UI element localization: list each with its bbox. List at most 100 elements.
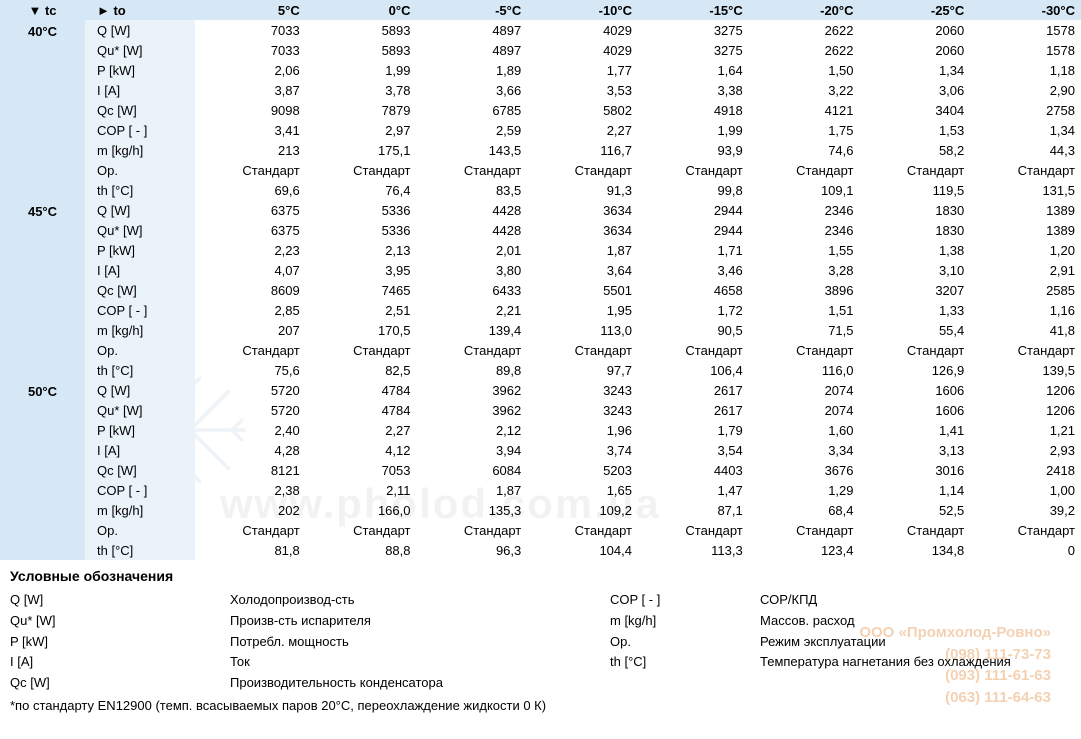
value-cell: 6785 bbox=[417, 100, 528, 120]
value-cell: 3016 bbox=[860, 460, 971, 480]
value-cell: Стандарт bbox=[638, 160, 749, 180]
value-cell: 5720 bbox=[195, 380, 306, 400]
table-row: I [A]3,873,783,663,533,383,223,062,90 bbox=[0, 80, 1081, 100]
legend-desc: Производительность конденсатора bbox=[230, 673, 610, 694]
value-cell: 0 bbox=[970, 540, 1081, 560]
value-cell: Стандарт bbox=[970, 160, 1081, 180]
value-cell: 96,3 bbox=[417, 540, 528, 560]
table-row: th [°C]75,682,589,897,7106,4116,0126,913… bbox=[0, 360, 1081, 380]
value-cell: 123,4 bbox=[749, 540, 860, 560]
value-cell: 5720 bbox=[195, 400, 306, 420]
value-cell: 2,13 bbox=[306, 240, 417, 260]
value-cell: 1206 bbox=[970, 380, 1081, 400]
value-cell: Стандарт bbox=[417, 160, 528, 180]
value-cell: 3896 bbox=[749, 280, 860, 300]
value-cell: 88,8 bbox=[306, 540, 417, 560]
value-cell: 2622 bbox=[749, 20, 860, 40]
value-cell: 1,72 bbox=[638, 300, 749, 320]
value-cell: 1389 bbox=[970, 220, 1081, 240]
value-cell: Стандарт bbox=[195, 160, 306, 180]
value-cell: 1,99 bbox=[306, 60, 417, 80]
header-temp: -25°C bbox=[860, 0, 971, 20]
param-label-cell: Qu* [W] bbox=[85, 40, 195, 60]
value-cell: 2074 bbox=[749, 380, 860, 400]
value-cell: 89,8 bbox=[417, 360, 528, 380]
value-cell: 2060 bbox=[860, 40, 971, 60]
value-cell: 76,4 bbox=[306, 180, 417, 200]
legend-row: P [kW]Потребл. мощностьOp.Режим эксплуат… bbox=[10, 632, 1071, 653]
value-cell: 2060 bbox=[860, 20, 971, 40]
value-cell: 4658 bbox=[638, 280, 749, 300]
value-cell: 5336 bbox=[306, 200, 417, 220]
tc-cell: 40°C bbox=[0, 20, 85, 200]
param-label-cell: Qu* [W] bbox=[85, 220, 195, 240]
param-label-cell: m [kg/h] bbox=[85, 500, 195, 520]
value-cell: 39,2 bbox=[970, 500, 1081, 520]
param-label-cell: m [kg/h] bbox=[85, 140, 195, 160]
value-cell: 2346 bbox=[749, 220, 860, 240]
value-cell: 2622 bbox=[749, 40, 860, 60]
value-cell: 2,59 bbox=[417, 120, 528, 140]
header-temp: -10°C bbox=[527, 0, 638, 20]
legend-desc: Ток bbox=[230, 652, 610, 673]
value-cell: 74,6 bbox=[749, 140, 860, 160]
value-cell: 1,87 bbox=[417, 480, 528, 500]
value-cell: 4403 bbox=[638, 460, 749, 480]
value-cell: 1830 bbox=[860, 220, 971, 240]
legend-desc: СОР/КПД bbox=[760, 590, 1071, 611]
table-row: Qu* [W]70335893489740293275262220601578 bbox=[0, 40, 1081, 60]
value-cell: 7465 bbox=[306, 280, 417, 300]
value-cell: 113,0 bbox=[527, 320, 638, 340]
value-cell: 109,1 bbox=[749, 180, 860, 200]
table-row: Qc [W]90987879678558024918412134042758 bbox=[0, 100, 1081, 120]
legend-row: Q [W]Холодопроизвод-стьCOP [ - ]СОР/КПД bbox=[10, 590, 1071, 611]
value-cell: 5336 bbox=[306, 220, 417, 240]
value-cell: 2346 bbox=[749, 200, 860, 220]
table-row: th [°C]81,888,896,3104,4113,3123,4134,80 bbox=[0, 540, 1081, 560]
value-cell: 3,28 bbox=[749, 260, 860, 280]
value-cell: 202 bbox=[195, 500, 306, 520]
legend-sym: P [kW] bbox=[10, 632, 230, 653]
value-cell: 175,1 bbox=[306, 140, 417, 160]
value-cell: Стандарт bbox=[527, 340, 638, 360]
value-cell: 1578 bbox=[970, 40, 1081, 60]
legend-desc: Температура нагнетания без охлаждения bbox=[760, 652, 1071, 673]
value-cell: 1578 bbox=[970, 20, 1081, 40]
value-cell: Стандарт bbox=[749, 160, 860, 180]
value-cell: 166,0 bbox=[306, 500, 417, 520]
legend-sym: I [A] bbox=[10, 652, 230, 673]
value-cell: 2,91 bbox=[970, 260, 1081, 280]
value-cell: 1,89 bbox=[417, 60, 528, 80]
value-cell: 3243 bbox=[527, 400, 638, 420]
value-cell: 3275 bbox=[638, 40, 749, 60]
value-cell: 143,5 bbox=[417, 140, 528, 160]
value-cell: Стандарт bbox=[638, 340, 749, 360]
param-label-cell: COP [ - ] bbox=[85, 120, 195, 140]
value-cell: 3,22 bbox=[749, 80, 860, 100]
value-cell: 135,3 bbox=[417, 500, 528, 520]
value-cell: 1,47 bbox=[638, 480, 749, 500]
value-cell: 3,74 bbox=[527, 440, 638, 460]
value-cell: 3,13 bbox=[860, 440, 971, 460]
value-cell: Стандарт bbox=[860, 340, 971, 360]
param-label-cell: I [A] bbox=[85, 260, 195, 280]
param-label-cell: Q [W] bbox=[85, 20, 195, 40]
value-cell: 4918 bbox=[638, 100, 749, 120]
table-row: m [kg/h]202166,0135,3109,287,168,452,539… bbox=[0, 500, 1081, 520]
value-cell: 1,29 bbox=[749, 480, 860, 500]
value-cell: Стандарт bbox=[195, 520, 306, 540]
value-cell: 213 bbox=[195, 140, 306, 160]
value-cell: 2,21 bbox=[417, 300, 528, 320]
value-cell: 1,50 bbox=[749, 60, 860, 80]
value-cell: 1,53 bbox=[860, 120, 971, 140]
value-cell: 4029 bbox=[527, 20, 638, 40]
value-cell: 1389 bbox=[970, 200, 1081, 220]
value-cell: 1,38 bbox=[860, 240, 971, 260]
legend-row: Qu* [W]Произв-сть испарителяm [kg/h]Масс… bbox=[10, 611, 1071, 632]
value-cell: 104,4 bbox=[527, 540, 638, 560]
table-row: COP [ - ]2,382,111,871,651,471,291,141,0… bbox=[0, 480, 1081, 500]
legend-desc: Массов. расход bbox=[760, 611, 1071, 632]
value-cell: Стандарт bbox=[970, 340, 1081, 360]
value-cell: Стандарт bbox=[860, 160, 971, 180]
value-cell: 2617 bbox=[638, 400, 749, 420]
